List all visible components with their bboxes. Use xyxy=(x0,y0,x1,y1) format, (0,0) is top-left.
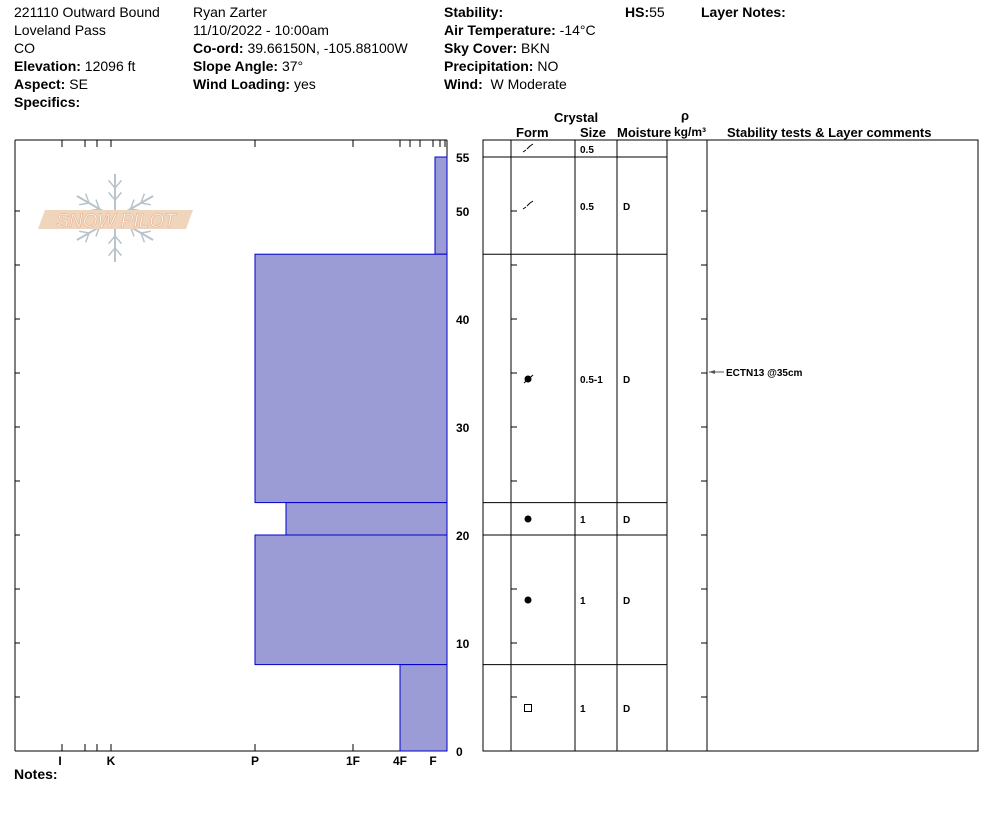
hardness-bar xyxy=(254,534,448,666)
hs: HS:55 xyxy=(625,4,665,20)
snowflake-branch xyxy=(114,235,123,245)
layer-table xyxy=(482,139,979,752)
arrow-head-icon xyxy=(709,370,715,374)
hardness-bar xyxy=(399,664,448,752)
fragment-icon xyxy=(522,143,534,153)
rounded-grain-icon xyxy=(524,515,532,523)
depth-label: 20 xyxy=(456,529,470,543)
rounded-grain-icon xyxy=(524,596,532,604)
hardness-label: F xyxy=(429,754,436,768)
size-value: 0.5-1 xyxy=(580,375,603,386)
stability: Stability: xyxy=(444,4,504,20)
hardness-label: 4F xyxy=(393,754,407,768)
snowflake-branch xyxy=(140,202,151,206)
slope: Slope Angle: 37° xyxy=(193,58,304,74)
snowflake-branch xyxy=(95,199,101,210)
precipitation: Precipitation: NO xyxy=(444,58,559,74)
size-value: 1 xyxy=(580,515,586,526)
hardness-label: I xyxy=(58,754,61,768)
specifics: Specifics: xyxy=(14,94,81,110)
snowflake-branch xyxy=(129,199,135,210)
elevation: Elevation: 12096 ft xyxy=(14,58,136,74)
moisture-value: D xyxy=(623,202,630,213)
col-rho: ρ xyxy=(681,108,690,123)
location: Loveland Pass xyxy=(14,22,106,38)
wind-loading: Wind Loading: yes xyxy=(193,76,316,92)
faceted-icon xyxy=(524,704,532,712)
hardness-bar xyxy=(254,253,448,504)
snowflake-branch xyxy=(114,191,123,201)
snowflake-branch xyxy=(79,202,90,206)
depth-label: 40 xyxy=(456,313,470,327)
size-value: 1 xyxy=(580,704,586,715)
depth-label: 50 xyxy=(456,205,470,219)
snowflake-branch xyxy=(84,193,90,204)
moisture-value: D xyxy=(623,515,630,526)
snowflake-branch xyxy=(140,193,146,204)
depth-label: 10 xyxy=(456,637,470,651)
depth-label: 55 xyxy=(456,151,470,165)
size-value: 1 xyxy=(580,596,586,607)
col-density: kg/m³ xyxy=(674,125,707,139)
moisture-value: D xyxy=(623,596,630,607)
size-value: 0.5 xyxy=(580,202,594,213)
logo-band xyxy=(38,210,193,229)
aspect: Aspect: SE xyxy=(14,76,88,92)
air-temp: Air Temperature: -14°C xyxy=(444,22,596,38)
notes: Notes: xyxy=(14,766,58,782)
hardness-bar xyxy=(434,156,448,255)
title: 221110 Outward Bound xyxy=(14,4,160,20)
snowflake-branch xyxy=(107,191,116,201)
state: CO xyxy=(14,40,35,56)
snowflake-branch xyxy=(140,232,146,243)
depth-label: 30 xyxy=(456,421,470,435)
size-value: 0.5 xyxy=(580,145,594,156)
sky-cover: Sky Cover: BKN xyxy=(444,40,550,56)
snowflake-branch xyxy=(114,179,123,189)
moisture-value: D xyxy=(623,704,630,715)
snowflake-branch xyxy=(107,235,116,245)
hardness-label: 1F xyxy=(346,754,360,768)
stability-test-label: ECTN13 @35cm xyxy=(726,368,803,379)
wind: Wind: W Moderate xyxy=(444,76,567,92)
coord: Co-ord: 39.66150N, -105.88100W xyxy=(193,40,408,56)
hardness-label: P xyxy=(251,754,259,768)
moisture-value: D xyxy=(623,375,630,386)
depth-label: 0 xyxy=(456,745,463,759)
observer: Ryan Zarter xyxy=(193,4,267,20)
layer-notes: Layer Notes: xyxy=(701,4,786,20)
col-size: Size xyxy=(580,125,607,140)
hardness-label: K xyxy=(107,754,116,768)
hardness-bar xyxy=(285,502,448,536)
snowflake-branch xyxy=(114,247,123,257)
col-crystal: Crystal xyxy=(554,110,599,125)
fragment-icon xyxy=(522,200,534,210)
melt-freeze-crust-slash xyxy=(523,374,534,384)
col-form: Form xyxy=(516,125,549,140)
snowflake-branch xyxy=(107,247,116,257)
snowflake-branch xyxy=(79,230,90,234)
col-moisture: Moisture xyxy=(617,125,672,140)
snowflake-branch xyxy=(107,179,116,189)
snowflake-branch xyxy=(84,232,90,243)
col-comments: Stability tests & Layer comments xyxy=(727,125,932,140)
logo-text: SNOW PILOT xyxy=(56,211,177,232)
snowflake-branch xyxy=(140,230,151,234)
datetime: 11/10/2022 - 10:00am xyxy=(193,22,329,38)
